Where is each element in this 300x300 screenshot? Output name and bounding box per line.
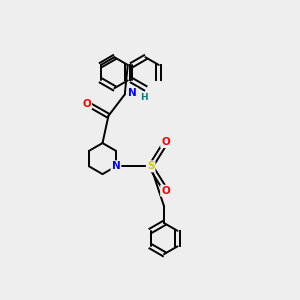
Text: O: O [82,99,91,109]
Text: N: N [128,88,136,98]
Text: O: O [161,137,170,147]
Text: S: S [147,161,154,171]
Text: N: N [112,161,120,171]
Text: H: H [140,93,148,102]
Text: O: O [161,186,170,196]
